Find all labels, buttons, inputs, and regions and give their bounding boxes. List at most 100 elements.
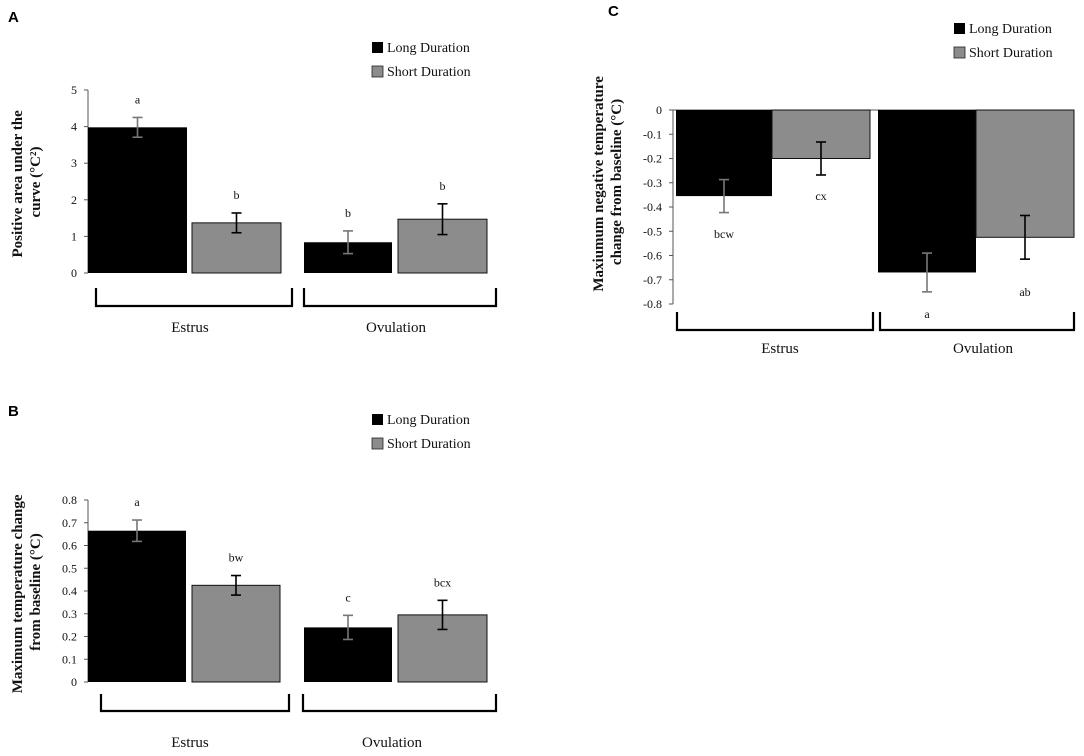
y-tick-label: -0.7 (643, 273, 662, 287)
y-tick-label: 1 (71, 229, 77, 243)
y-tick-label: 0.2 (62, 630, 77, 644)
plot-area-b: a bw c bcx (88, 495, 488, 683)
panel-c: C Long Duration Short Duration Maxiumum … (591, 3, 1076, 357)
plot-area-c: bcw cx a ab (676, 109, 1075, 321)
y-tick-label: 0 (71, 675, 77, 689)
significance-label: a (134, 495, 140, 509)
panel-b: B Long Duration Short Duration Maximum t… (8, 403, 498, 751)
y-tick-label: -0.5 (643, 224, 662, 238)
legend-swatch-long (954, 23, 965, 34)
bar-estrus-long (88, 127, 187, 273)
y-tick-label: 0.8 (62, 493, 77, 507)
significance-label: cx (815, 189, 826, 203)
panel-label-b: B (8, 403, 19, 420)
significance-label: bw (229, 551, 244, 565)
y-axis-title-line-2: change from baseline (°C) (609, 99, 625, 265)
y-tick-label: 0.3 (62, 607, 77, 621)
y-tick-label: -0.1 (643, 127, 662, 141)
error-bar (1020, 214, 1030, 260)
legend-label-short: Short Duration (969, 46, 1053, 61)
bar-estrus-long (88, 530, 186, 682)
error-bar (231, 212, 242, 234)
significance-label: ab (1019, 285, 1030, 299)
group-bracket-estrus (99, 694, 291, 713)
group-label-estrus: Estrus (761, 341, 799, 357)
y-axis-title-b: Maximum temperature change from baseline… (10, 491, 44, 694)
y-axis-title-c: Maxiumum negative temperature change fro… (591, 72, 625, 291)
error-bar (922, 252, 932, 293)
legend-label-long: Long Duration (387, 41, 470, 56)
error-bar (231, 574, 241, 596)
legend-swatch-short (953, 46, 966, 59)
y-ticks-b: 0 0.1 0.2 0.3 0.4 0.5 0.6 0.7 0.8 (62, 493, 88, 689)
group-bracket-ovulation (302, 288, 498, 308)
error-bar (343, 614, 353, 641)
y-axis-title-line-1: Maximum temperature change (10, 494, 26, 693)
significance-label: b (440, 179, 446, 193)
significance-label: bcx (434, 575, 451, 589)
significance-label: bcw (714, 227, 734, 241)
legend-label-long: Long Duration (387, 413, 470, 428)
y-tick-label: 0 (71, 266, 77, 280)
y-axis-title-a: Positive area under the curve (°C²) (10, 106, 44, 257)
legend-swatch-long (372, 42, 383, 53)
error-bar (437, 203, 448, 236)
group-label-ovulation: Ovulation (953, 341, 1013, 357)
y-tick-label: 2 (71, 193, 77, 207)
error-bar (343, 230, 353, 255)
error-bar (132, 116, 143, 139)
y-tick-label: 4 (71, 120, 77, 134)
legend-swatch-short (371, 437, 384, 450)
error-bar (816, 141, 826, 176)
significance-label: b (234, 188, 240, 202)
y-ticks-a: 0 1 2 3 4 5 (71, 83, 88, 280)
legend-swatch-long (372, 414, 383, 425)
legend-label-short: Short Duration (387, 65, 471, 80)
y-tick-label: 3 (71, 156, 77, 170)
legend-b: Long Duration Short Duration (371, 413, 471, 452)
y-axis-title-line-1: Maxiumum negative temperature (591, 76, 607, 292)
significance-label: c (345, 590, 350, 604)
y-tick-label: -0.6 (643, 249, 662, 263)
legend-swatch-short (371, 65, 384, 78)
y-tick-label: 0.5 (62, 561, 77, 575)
y-tick-label: -0.2 (643, 152, 662, 166)
group-bracket-ovulation (878, 312, 1076, 332)
y-tick-label: 0.6 (62, 539, 77, 553)
legend-a: Long Duration Short Duration (371, 41, 471, 80)
legend-label-short: Short Duration (387, 437, 471, 452)
group-label-estrus: Estrus (171, 735, 209, 751)
panel-label-c: C (608, 3, 619, 20)
bar-estrus-short (191, 584, 281, 683)
y-tick-label: 5 (71, 83, 77, 97)
y-tick-label: 0.7 (62, 516, 77, 530)
plot-area-a: a b b b (88, 92, 488, 274)
panel-a: A Long Duration Short Duration Positive … (8, 9, 498, 336)
significance-label: b (345, 206, 351, 220)
y-axis-title-line-2: curve (°C²) (28, 147, 44, 218)
y-tick-label: 0.1 (62, 652, 77, 666)
bar-ovulation-long (878, 110, 976, 273)
legend-c: Long Duration Short Duration (953, 22, 1053, 61)
y-tick-label: -0.8 (643, 297, 662, 311)
panel-label-a: A (8, 9, 19, 26)
group-bracket-ovulation (301, 694, 498, 713)
error-bar (132, 519, 142, 543)
y-ticks-c: 0 -0.1 -0.2 -0.3 -0.4 -0.5 -0.6 -0.7 -0.… (643, 103, 673, 311)
y-tick-label: -0.4 (643, 200, 662, 214)
error-bar (719, 178, 729, 214)
error-bar (437, 599, 448, 631)
group-bracket-estrus (675, 312, 875, 332)
y-tick-label: 0 (656, 103, 662, 117)
legend-label-long: Long Duration (969, 22, 1052, 37)
y-tick-label: 0.4 (62, 584, 77, 598)
y-tick-label: -0.3 (643, 176, 662, 190)
y-axis-title-line-2: from baseline (°C) (28, 533, 44, 650)
group-label-ovulation: Ovulation (366, 320, 426, 336)
significance-label: a (924, 307, 930, 321)
significance-label: a (135, 92, 141, 106)
y-axis-title-line-1: Positive area under the (10, 110, 26, 258)
group-bracket-estrus (94, 288, 294, 308)
group-label-ovulation: Ovulation (362, 735, 422, 751)
